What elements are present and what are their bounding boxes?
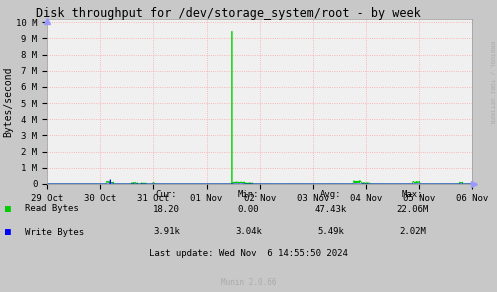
Text: 47.43k: 47.43k [315,205,346,214]
Text: Cur:: Cur: [156,190,177,199]
Text: 2.02M: 2.02M [399,227,426,236]
Text: 3.04k: 3.04k [235,227,262,236]
Text: Last update: Wed Nov  6 14:55:50 2024: Last update: Wed Nov 6 14:55:50 2024 [149,248,348,258]
Y-axis label: Bytes/second: Bytes/second [3,66,13,137]
Text: ■: ■ [5,204,11,214]
Text: Munin 2.0.66: Munin 2.0.66 [221,278,276,287]
Text: 3.91k: 3.91k [153,227,180,236]
Text: Read Bytes: Read Bytes [25,204,79,213]
Text: Write Bytes: Write Bytes [25,228,84,237]
Text: 0.00: 0.00 [238,205,259,214]
Text: Disk throughput for /dev/storage_system/root - by week: Disk throughput for /dev/storage_system/… [36,7,421,20]
Text: Avg:: Avg: [320,190,341,199]
Text: Max:: Max: [402,190,423,199]
Text: RRDTOOL / TOBI OETIKER: RRDTOOL / TOBI OETIKER [490,41,495,123]
Text: 22.06M: 22.06M [397,205,428,214]
Text: 5.49k: 5.49k [317,227,344,236]
Text: ■: ■ [5,227,11,237]
Text: Min:: Min: [238,190,259,199]
Text: 18.20: 18.20 [153,205,180,214]
